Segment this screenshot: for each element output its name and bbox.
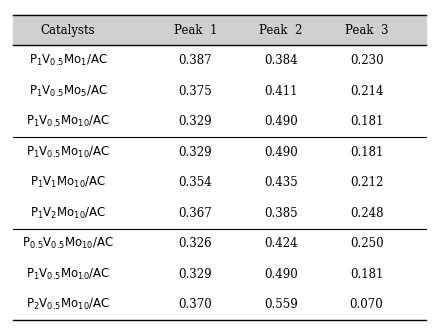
Text: 0.250: 0.250 xyxy=(349,237,382,250)
Text: $\mathrm{P_1V_{0.5}Mo_{10}/AC}$: $\mathrm{P_1V_{0.5}Mo_{10}/AC}$ xyxy=(26,145,110,160)
Text: $\mathrm{P_1V_{0.5}Mo_5/AC}$: $\mathrm{P_1V_{0.5}Mo_5/AC}$ xyxy=(28,83,107,99)
Text: 0.387: 0.387 xyxy=(178,54,212,67)
Text: 0.370: 0.370 xyxy=(178,298,212,311)
Text: $\mathrm{P_1V_1Mo_{10}/AC}$: $\mathrm{P_1V_1Mo_{10}/AC}$ xyxy=(30,175,106,190)
Text: 0.490: 0.490 xyxy=(264,146,297,159)
Text: $\mathrm{P_{0.5}V_{0.5}Mo_{10}/AC}$: $\mathrm{P_{0.5}V_{0.5}Mo_{10}/AC}$ xyxy=(22,236,114,251)
Text: 0.212: 0.212 xyxy=(349,176,382,189)
Text: 0.329: 0.329 xyxy=(178,268,212,281)
Text: 0.329: 0.329 xyxy=(178,146,212,159)
Text: $\mathrm{P_2V_{0.5}Mo_{10}/AC}$: $\mathrm{P_2V_{0.5}Mo_{10}/AC}$ xyxy=(26,297,110,313)
Text: 0.411: 0.411 xyxy=(264,85,297,98)
Text: 0.375: 0.375 xyxy=(178,85,212,98)
Text: 0.490: 0.490 xyxy=(264,268,297,281)
Text: 0.354: 0.354 xyxy=(178,176,212,189)
Text: $\mathrm{P_1V_{0.5}Mo_{10}/AC}$: $\mathrm{P_1V_{0.5}Mo_{10}/AC}$ xyxy=(26,114,110,129)
Text: 0.384: 0.384 xyxy=(264,54,297,67)
Text: $\mathrm{P_1V_2Mo_{10}/AC}$: $\mathrm{P_1V_2Mo_{10}/AC}$ xyxy=(30,206,106,221)
Text: 0.424: 0.424 xyxy=(264,237,297,250)
Text: 0.329: 0.329 xyxy=(178,115,212,128)
Text: 0.230: 0.230 xyxy=(349,54,382,67)
Text: 0.367: 0.367 xyxy=(178,207,212,220)
Text: Catalysts: Catalysts xyxy=(41,24,95,37)
Text: 0.385: 0.385 xyxy=(264,207,297,220)
Text: Peak  1: Peak 1 xyxy=(173,24,216,37)
Text: 0.559: 0.559 xyxy=(264,298,297,311)
Text: Peak  2: Peak 2 xyxy=(259,24,302,37)
Text: 0.435: 0.435 xyxy=(264,176,297,189)
Text: 0.326: 0.326 xyxy=(178,237,212,250)
Text: 0.490: 0.490 xyxy=(264,115,297,128)
Text: 0.214: 0.214 xyxy=(349,85,382,98)
Text: 0.181: 0.181 xyxy=(349,115,382,128)
Text: 0.248: 0.248 xyxy=(349,207,382,220)
Text: Peak  3: Peak 3 xyxy=(344,24,388,37)
Text: 0.181: 0.181 xyxy=(349,268,382,281)
Text: $\mathrm{P_1V_{0.5}Mo_{10}/AC}$: $\mathrm{P_1V_{0.5}Mo_{10}/AC}$ xyxy=(26,267,110,282)
Bar xyxy=(13,15,425,45)
Text: 0.181: 0.181 xyxy=(349,146,382,159)
Text: $\mathrm{P_1V_{0.5}Mo_1/AC}$: $\mathrm{P_1V_{0.5}Mo_1/AC}$ xyxy=(28,53,107,68)
Text: 0.070: 0.070 xyxy=(349,298,382,311)
